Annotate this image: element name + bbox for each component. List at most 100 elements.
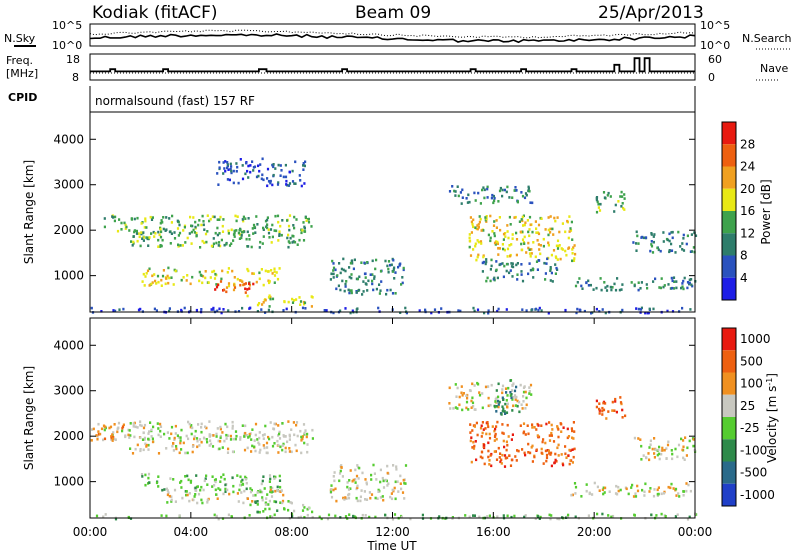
velocity-cell <box>682 494 685 497</box>
velocity-cell <box>548 452 551 455</box>
power-cell <box>668 232 671 236</box>
power-cell <box>505 262 509 266</box>
velocity-ytick-label: 3000 <box>53 384 84 398</box>
power-cell <box>303 227 306 230</box>
velocity-cell <box>300 451 303 455</box>
power-cell <box>502 275 505 279</box>
velocity-cell <box>274 422 277 426</box>
velocity-ytick-label: 1000 <box>53 475 84 489</box>
power-cell <box>178 231 182 235</box>
power-cell <box>159 221 162 225</box>
power-cell <box>397 265 400 269</box>
power-cell <box>342 257 345 261</box>
power-cell <box>380 280 383 283</box>
power-cell <box>232 233 236 236</box>
velocity-cell <box>452 407 455 410</box>
power-cell <box>332 262 335 265</box>
power-cell <box>393 277 396 280</box>
velocity-cell <box>333 479 336 483</box>
velocity-cell <box>271 486 274 490</box>
power-cell <box>238 233 242 236</box>
velocity-cell <box>292 421 295 424</box>
velocity-cell <box>205 426 208 430</box>
power-cell <box>206 214 209 217</box>
power-cell <box>514 186 517 189</box>
power-cell <box>506 255 509 258</box>
power-cell <box>497 307 500 311</box>
velocity-cell <box>355 496 358 500</box>
power-cell <box>279 164 282 167</box>
velocity-cell <box>501 453 504 457</box>
power-cell <box>248 238 251 241</box>
power-cell <box>501 243 504 246</box>
velocity-cell <box>103 437 107 441</box>
velocity-cell <box>268 499 271 503</box>
power-cell <box>210 308 213 311</box>
power-cell <box>252 232 255 235</box>
velocity-cell <box>409 517 412 521</box>
power-cell <box>660 277 663 280</box>
power-cell <box>640 236 643 239</box>
power-cell <box>672 287 676 290</box>
velocity-cell <box>145 443 149 447</box>
velocity-cell <box>102 424 106 428</box>
velocity-cell <box>557 454 560 457</box>
nave-tick-top: 60 <box>708 53 722 66</box>
power-cell <box>528 228 531 231</box>
power-cell <box>228 178 231 182</box>
velocity-cell <box>400 487 403 491</box>
power-cell <box>161 274 165 278</box>
power-cell <box>273 229 276 232</box>
power-cell <box>155 309 158 312</box>
velocity-cell <box>250 488 253 492</box>
power-cell <box>151 274 154 278</box>
power-cell <box>137 232 140 235</box>
velocity-cell <box>456 386 459 390</box>
velocity-colorbar-tick: 1000 <box>740 332 771 346</box>
power-cell <box>165 277 168 280</box>
power-cell <box>520 242 523 246</box>
power-cell <box>534 255 537 259</box>
velocity-cell <box>495 405 498 408</box>
power-cell <box>285 307 288 311</box>
velocity-cell <box>226 488 229 492</box>
power-cell <box>565 253 568 257</box>
velocity-cell <box>208 444 211 447</box>
date-title: 25/Apr/2013 <box>598 3 704 23</box>
power-cell <box>671 286 674 290</box>
power-cell <box>529 255 532 258</box>
velocity-cell <box>229 438 233 441</box>
beam-title: Beam 09 <box>355 3 431 23</box>
velocity-cell <box>108 426 111 430</box>
velocity-cell <box>287 508 290 512</box>
power-cell <box>398 264 401 267</box>
velocity-cell <box>273 500 276 503</box>
velocity-cell <box>243 489 246 493</box>
velocity-cell <box>274 475 277 479</box>
power-cell <box>215 283 218 286</box>
power-cell <box>300 231 303 235</box>
velocity-cell <box>200 485 203 489</box>
velocity-cell <box>276 439 279 443</box>
velocity-cell <box>548 513 551 517</box>
velocity-cell <box>467 408 470 411</box>
power-cell <box>556 216 559 219</box>
power-cell <box>137 308 141 312</box>
power-cell <box>527 189 530 193</box>
power-cell <box>160 230 163 234</box>
power-cell <box>251 227 254 230</box>
power-cell <box>645 283 648 286</box>
velocity-cell <box>481 392 484 395</box>
power-cell <box>662 240 665 243</box>
velocity-cell <box>141 475 144 478</box>
power-cell <box>649 249 652 253</box>
velocity-cell <box>327 513 331 517</box>
power-cell <box>620 288 623 291</box>
power-cell <box>549 269 552 272</box>
power-cell <box>181 244 184 247</box>
power-cell <box>520 218 523 221</box>
power-cell <box>256 223 259 226</box>
power-cell <box>568 215 571 218</box>
velocity-cell <box>222 492 225 496</box>
velocity-cell <box>355 474 359 478</box>
